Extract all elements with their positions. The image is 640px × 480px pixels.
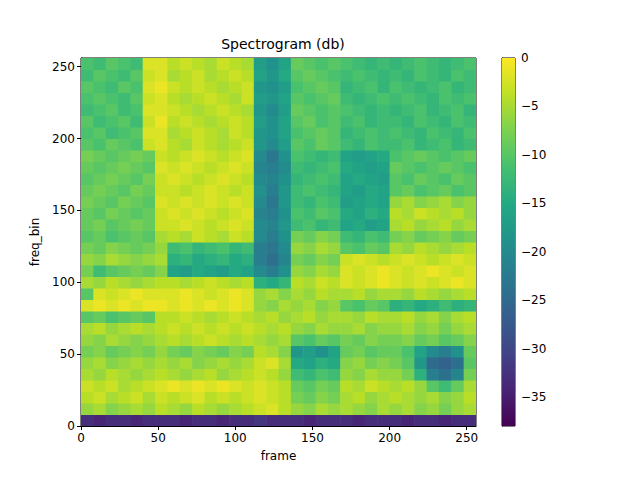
- svg-text:−10: −10: [521, 148, 546, 162]
- svg-text:200: 200: [52, 132, 75, 146]
- svg-text:150: 150: [52, 203, 75, 217]
- svg-text:−30: −30: [521, 342, 546, 356]
- svg-text:100: 100: [52, 275, 75, 289]
- svg-text:Spectrogram (db): Spectrogram (db): [221, 36, 345, 52]
- svg-text:−20: −20: [521, 245, 546, 259]
- svg-text:−35: −35: [521, 390, 546, 404]
- svg-text:−15: −15: [521, 196, 546, 210]
- svg-text:frame: frame: [261, 449, 297, 463]
- svg-text:250: 250: [455, 431, 478, 445]
- svg-text:0: 0: [67, 419, 75, 433]
- svg-text:50: 50: [151, 431, 166, 445]
- svg-text:0: 0: [77, 431, 85, 445]
- svg-text:100: 100: [224, 431, 247, 445]
- svg-text:0: 0: [521, 51, 529, 65]
- svg-text:50: 50: [60, 347, 75, 361]
- svg-text:150: 150: [301, 431, 324, 445]
- svg-text:−5: −5: [521, 99, 539, 113]
- svg-text:200: 200: [378, 431, 401, 445]
- svg-text:freq_bin: freq_bin: [28, 218, 42, 266]
- svg-text:−25: −25: [521, 293, 546, 307]
- svg-text:250: 250: [52, 60, 75, 74]
